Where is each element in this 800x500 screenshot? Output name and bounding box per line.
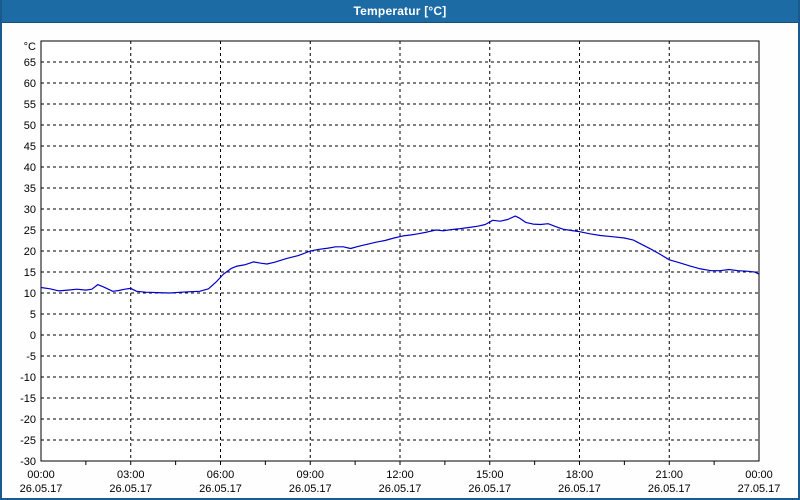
x-tick-time-label: 09:00 [296,469,324,481]
y-tick-label: 30 [24,204,36,216]
window-titlebar[interactable]: Temperatur [°C] [2,0,798,23]
y-tick-label: -30 [20,456,36,468]
plot-border [40,40,760,462]
x-tick-time-label: 06:00 [207,469,235,481]
temperature-curve [40,215,760,294]
x-tick-date-label: 26.05.17 [199,483,242,495]
x-tick-date-label: 26.05.17 [289,483,332,495]
y-tick-label: 50 [24,120,36,132]
x-tick-time-label: 15:00 [476,469,504,481]
y-axis-unit-label: °C [24,41,36,53]
y-tick-label: 10 [24,288,36,300]
y-tick-label: 20 [24,246,36,258]
y-tick-label: 55 [24,99,36,111]
x-tick-date-label: 26.05.17 [379,483,422,495]
y-tick-label: 25 [24,225,36,237]
x-tick-time-label: 00:00 [27,469,55,481]
y-tick-label: -10 [20,372,36,384]
x-tick-time-label: 18:00 [566,469,594,481]
y-axis-labels: °C65605550454035302520151050-5-10-15-20-… [20,41,36,468]
y-tick-label: 45 [24,141,36,153]
x-tick-date-label: 26.05.17 [648,483,691,495]
x-tick-time-label: 12:00 [386,469,414,481]
y-tick-label: 0 [30,330,36,342]
y-tick-label: 35 [24,183,36,195]
y-tick-label: 40 [24,162,36,174]
temperature-line-chart: °C65605550454035302520151050-5-10-15-20-… [20,40,781,495]
window-title: Temperatur [°C] [353,4,447,18]
y-tick-label: -25 [20,435,36,447]
x-tick-date-label: 26.05.17 [468,483,511,495]
y-tick-label: -5 [26,351,36,363]
y-tick-label: -15 [20,393,36,405]
x-tick-time-label: 03:00 [117,469,145,481]
y-tick-label: 5 [30,309,36,321]
x-axis-labels: 00:00 26.05.17 03:00 26.05.17 06:00 26.05.17 0… [20,469,781,495]
x-axis-ticks [85,461,715,465]
y-tick-label: 65 [24,57,36,69]
x-tick-date-label: 26.05.17 [558,483,601,495]
x-tick-date-label: 26.05.17 [20,483,63,495]
x-tick-time-label: 00:00 [745,469,773,481]
x-tick-date-label: 27.05.17 [738,483,781,495]
x-tick-date-label: 26.05.17 [109,483,152,495]
y-tick-label: 15 [24,267,36,279]
y-tick-label: -20 [20,414,36,426]
x-tick-time-label: 21:00 [655,469,683,481]
y-tick-label: 60 [24,78,36,90]
chart-area: °C 65 60 55 50 45 40 35 30 25 20 15 10 5 0 -5 -10 -15 -20-… [2,23,798,498]
